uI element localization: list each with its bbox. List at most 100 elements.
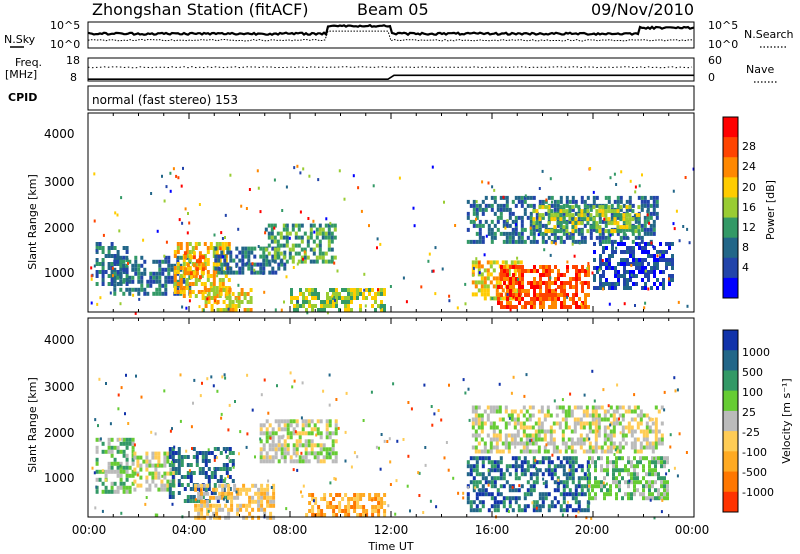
- heatmap-cell: [331, 294, 334, 298]
- heatmap-cell: [599, 278, 602, 282]
- heatmap-cell: [274, 443, 278, 448]
- heatmap-cell: [558, 482, 560, 486]
- heatmap-cell: [600, 456, 603, 461]
- power-cb-tick-24: 24: [742, 160, 756, 173]
- heatmap-cell: [245, 491, 249, 496]
- heatmap-cell: [490, 219, 494, 224]
- heatmap-cell: [541, 456, 545, 461]
- heatmap-cell: [551, 200, 553, 204]
- heatmap-cell: [538, 504, 542, 509]
- heatmap-cell: [149, 275, 153, 280]
- heatmap-cell: [285, 239, 289, 244]
- heatmap-cell: [546, 449, 550, 454]
- heatmap-cell: [543, 445, 547, 450]
- heatmap-cell: [633, 441, 637, 446]
- heatmap-cell: [380, 497, 384, 501]
- heatmap-cell: [655, 195, 659, 200]
- heatmap-cell: [500, 305, 503, 309]
- heatmap-cell: [513, 409, 517, 414]
- heatmap-cell: [604, 209, 608, 214]
- heatmap-cell: [101, 489, 105, 494]
- heatmap-cell: [119, 477, 123, 482]
- heatmap-cell: [511, 464, 515, 469]
- heatmap-cell: [487, 492, 491, 497]
- heatmap-cell: [243, 308, 247, 312]
- heatmap-cell: [648, 429, 652, 434]
- heatmap-cell: [407, 401, 410, 404]
- heatmap-cell: [481, 239, 485, 244]
- heatmap-cell: [575, 265, 578, 269]
- heatmap-cell: [541, 169, 544, 173]
- heatmap-cell: [219, 292, 223, 296]
- heatmap-cell: [517, 464, 521, 469]
- heatmap-cell: [288, 255, 292, 260]
- heatmap-cell: [206, 511, 210, 516]
- heatmap-cell: [568, 217, 572, 222]
- heatmap-cell: [472, 508, 476, 513]
- heatmap-cell: [579, 445, 583, 450]
- heatmap-cell: [579, 441, 583, 446]
- heatmap-cell: [514, 476, 518, 481]
- heatmap-cell: [504, 264, 508, 269]
- heatmap-cell: [213, 458, 216, 462]
- heatmap-cell: [293, 166, 296, 170]
- heatmap-cell: [484, 203, 488, 208]
- heatmap-cell: [237, 300, 241, 304]
- heatmap-cell: [497, 450, 499, 453]
- heatmap-cell: [131, 473, 135, 478]
- heatmap-cell: [598, 268, 601, 272]
- heatmap-cell: [326, 300, 329, 304]
- heatmap-cell: [523, 508, 527, 513]
- heatmap-cell: [200, 515, 204, 520]
- heatmap-cell: [350, 308, 353, 312]
- heatmap-cell: [623, 282, 626, 286]
- heatmap-cell: [520, 464, 524, 469]
- heatmap-cell: [128, 441, 132, 446]
- heatmap-cell: [466, 472, 470, 477]
- colorbar-swatch: [723, 237, 738, 259]
- nave-tick-top: 60: [708, 54, 722, 67]
- heatmap-cell: [591, 456, 594, 461]
- xtick-0400: 04:00: [172, 523, 207, 537]
- heatmap-cell: [650, 254, 653, 258]
- heatmap-cell: [230, 491, 234, 496]
- heatmap-cell: [539, 297, 542, 301]
- velocity-cb-tick-neg100: -100: [742, 446, 767, 459]
- heatmap-cell: [498, 437, 502, 442]
- heatmap-cell: [540, 409, 544, 414]
- heatmap-cell: [640, 227, 644, 232]
- heatmap-cell: [276, 384, 278, 388]
- heatmap-cell: [246, 292, 250, 296]
- heatmap-cell: [588, 496, 591, 501]
- heatmap-cell: [300, 490, 302, 494]
- heatmap-cell: [591, 496, 594, 501]
- heatmap-cell: [424, 463, 427, 467]
- heatmap-cell: [561, 405, 565, 410]
- heatmap-cell: [472, 480, 476, 485]
- heatmap-cell: [577, 504, 581, 509]
- heatmap-cell: [589, 225, 593, 230]
- heatmap-cell: [163, 199, 166, 203]
- heatmap-cell: [188, 290, 192, 294]
- heatmap-cell: [166, 451, 170, 456]
- heatmap-cell: [537, 409, 541, 414]
- heatmap-cell: [224, 515, 228, 520]
- heatmap-cell: [543, 433, 547, 438]
- heatmap-cell: [264, 247, 268, 252]
- heatmap-cell: [623, 270, 626, 274]
- heatmap-cell: [220, 479, 223, 483]
- heatmap-cell: [332, 296, 335, 300]
- heatmap-cell: [471, 421, 475, 426]
- heatmap-cell: [265, 451, 269, 456]
- heatmap-cell: [520, 239, 524, 244]
- heatmap-cell: [615, 496, 618, 501]
- heatmap-cell: [580, 464, 584, 469]
- heatmap-cell: [303, 250, 306, 254]
- heatmap-cell: [122, 469, 126, 474]
- heatmap-cell: [571, 229, 575, 234]
- heatmap-cell: [478, 203, 482, 208]
- heatmap-cell: [676, 474, 679, 478]
- heatmap-cell: [291, 243, 295, 248]
- heatmap-cell: [317, 178, 320, 182]
- heatmap-cell: [228, 304, 232, 308]
